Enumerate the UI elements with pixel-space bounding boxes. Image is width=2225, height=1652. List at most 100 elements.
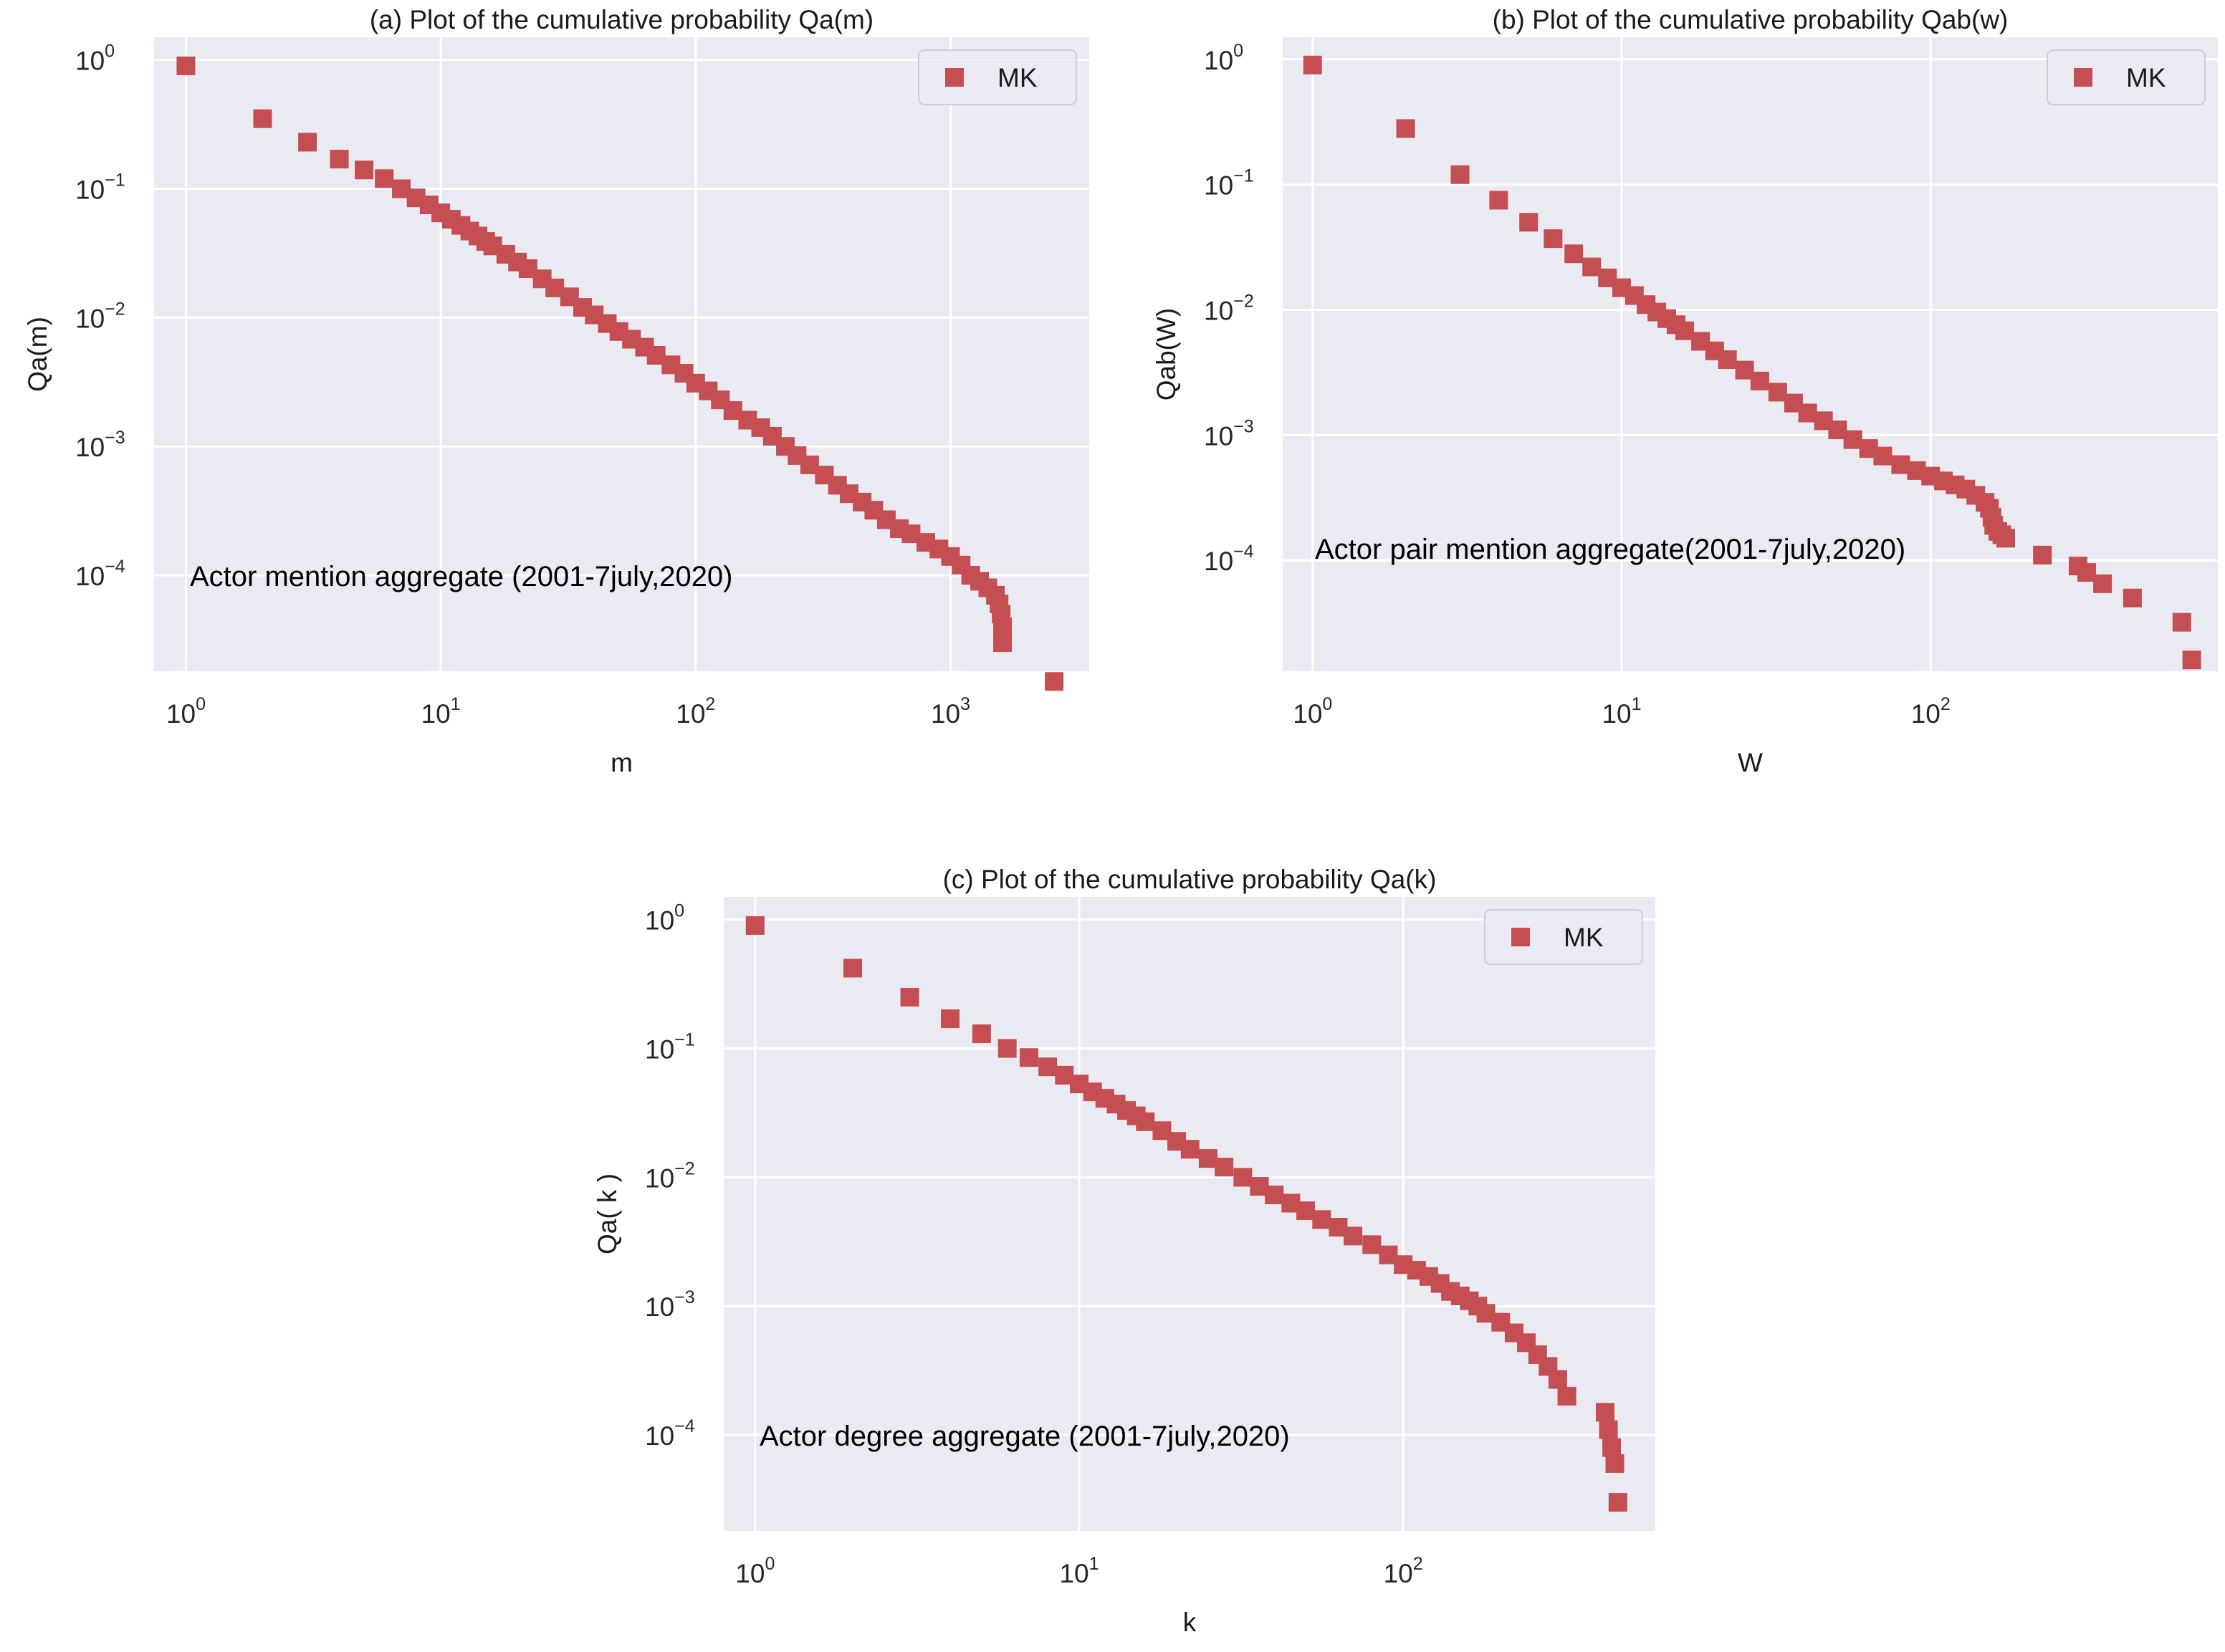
legend-marker [2074,68,2092,87]
x-tick-label: 102 [1384,1554,1423,1588]
legend-box [918,49,1077,105]
data-point [1396,119,1415,138]
data-point [1608,1493,1627,1512]
y-tick-label: 100 [1204,41,1243,75]
y-tick-base: 10 [75,304,105,333]
x-tick-exponent: 1 [451,694,461,714]
data-point [298,133,317,152]
chart-title: (a) Plot of the cumulative probability Q… [370,5,874,34]
chart-title: (c) Plot of the cumulative probability Q… [943,865,1437,894]
y-tick-base: 10 [1204,171,1233,201]
chart-title: (b) Plot of the cumulative probability Q… [1493,5,2009,34]
data-point [253,109,272,128]
data-point [1843,430,1862,449]
y-tick-base: 10 [75,47,105,76]
y-tick-label: 10−3 [1204,416,1254,451]
y-tick-exponent: −1 [105,171,125,191]
data-point [1019,1048,1038,1067]
y-tick-base: 10 [645,1421,674,1451]
y-axis-label: Qa( k ) [593,1173,622,1254]
y-tick-exponent: −1 [1233,166,1254,186]
data-point [1891,455,1910,474]
data-point [1233,1168,1253,1187]
data-point [1362,1235,1382,1254]
x-tick-exponent: 3 [960,694,970,714]
data-point [1750,371,1769,390]
data-point [1045,672,1064,691]
data-point [1768,383,1787,402]
x-axis-label: m [611,748,633,777]
annotation-text: Actor mention aggregate (2001-7july,2020… [190,561,733,592]
x-tick-base: 10 [166,699,196,729]
data-point [1564,244,1584,264]
x-tick-label: 102 [676,694,715,729]
y-tick-exponent: −4 [674,1416,695,1436]
y-tick-base: 10 [645,1292,674,1322]
y-tick-base: 10 [645,906,674,936]
data-point [1303,55,1322,75]
x-tick-base: 10 [1602,699,1631,729]
y-tick-exponent: 0 [1233,41,1243,61]
x-tick-base: 10 [1059,1559,1088,1588]
data-point [1296,1201,1316,1221]
chart-panel-c: 100 101 102 100 10−1 10−2 10−3 10−4 (c) Plot of … [559,860,1677,1652]
x-tick-base: 10 [421,699,451,729]
x-tick-exponent: 2 [1413,1554,1423,1574]
legend-marker [945,68,964,87]
x-tick-label: 101 [421,694,461,729]
data-point [1718,350,1737,370]
series-mk [1303,55,2201,670]
data-point [993,617,1013,636]
x-tick-exponent: 2 [1941,694,1951,714]
data-point [1344,1226,1363,1246]
legend-box [1484,909,1643,965]
data-point [2093,574,2112,593]
y-tick-exponent: −4 [105,557,125,577]
y-tick-base: 10 [75,433,105,462]
y-tick-label: 100 [645,901,684,936]
x-tick-label: 100 [735,1554,775,1588]
x-tick-base: 10 [1384,1559,1413,1588]
data-point [1873,446,1893,466]
y-tick-label: 10−4 [645,1416,695,1451]
data-point [1489,191,1508,210]
x-tick-exponent: 0 [196,694,206,714]
data-point [745,916,765,935]
data-point [2182,650,2201,670]
chart-panel-a: 100 101 102 103 100 10−1 10−2 10−3 10−4 (a) Plot … [0,0,1118,802]
y-tick-base: 10 [645,1035,674,1065]
y-tick-label: 10−2 [1204,291,1254,325]
y-tick-exponent: −2 [674,1158,695,1178]
data-point [1265,1185,1284,1204]
legend-label: MK [1564,923,1604,952]
x-axis-label: W [1738,748,1763,777]
data-point [1544,229,1563,249]
annotation-text: Actor pair mention aggregate(2001-7july,… [1315,534,1905,565]
data-point [1198,1149,1217,1168]
y-tick-exponent: −3 [105,428,125,448]
y-tick-exponent: −1 [674,1030,695,1050]
data-point [993,633,1013,653]
y-tick-label: 100 [75,42,115,76]
data-point [1798,403,1817,423]
y-tick-base: 10 [1204,547,1233,576]
chart-panel-b: 100 101 102 100 10−1 10−2 10−3 10−4 (b) Plot of … [1118,0,2225,802]
x-axis-label: k [1183,1608,1197,1637]
data-point [375,169,394,188]
data-point [330,150,349,169]
y-tick-exponent: 0 [674,901,684,921]
x-tick-exponent: 0 [765,1554,775,1574]
legend-marker [1511,928,1530,946]
y-tick-exponent: −2 [1233,291,1254,311]
y-axis-label: Qa(m) [23,317,52,392]
x-tick-label: 100 [166,694,206,729]
data-point [1557,1386,1576,1406]
data-point [2123,588,2142,608]
data-point [900,987,919,1007]
y-tick-label: 10−4 [1204,542,1254,576]
plot-area [1283,37,2218,671]
y-tick-exponent: 0 [105,42,115,62]
